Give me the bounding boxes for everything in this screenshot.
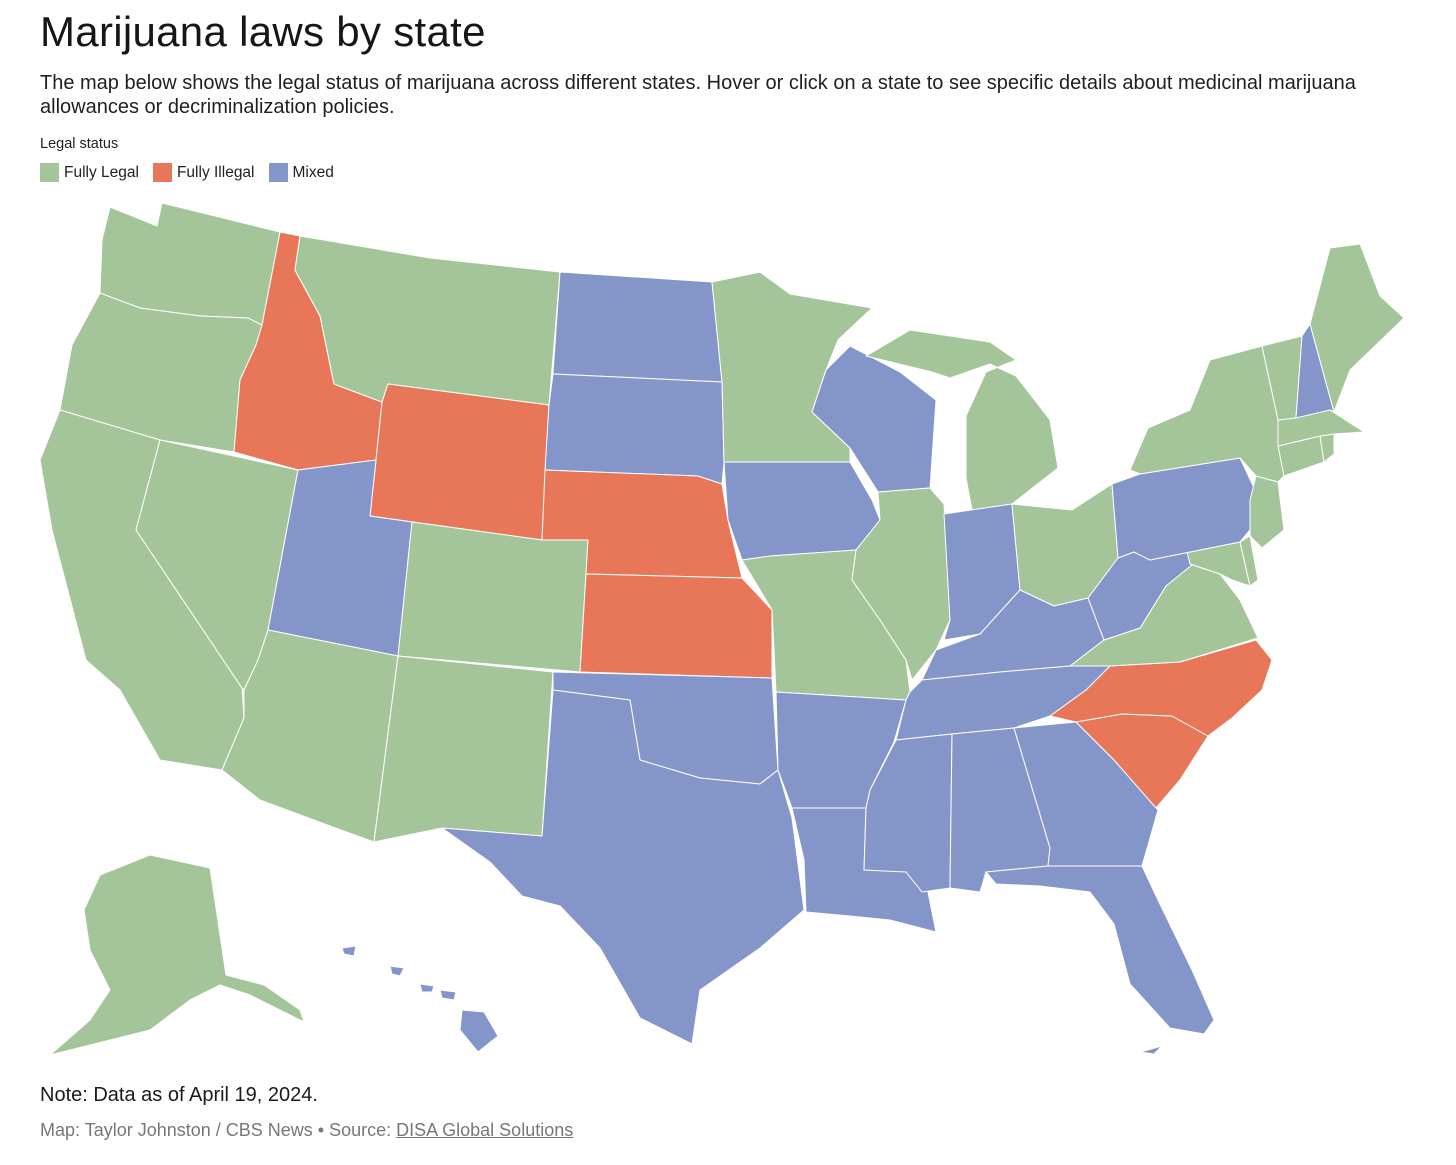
- state-maine[interactable]: [1309, 243, 1405, 413]
- legend-title: Legal status: [40, 136, 119, 152]
- legend-item-mixed[interactable]: Mixed: [268, 163, 334, 182]
- map-credit: Map: Taylor Johnston / CBS News • Source…: [40, 1120, 573, 1141]
- legend-swatch-fully-illegal: [152, 163, 172, 182]
- legend-label-fully-illegal: Fully Illegal: [176, 163, 255, 181]
- state-north-dakota[interactable]: [552, 271, 723, 383]
- state-new-york[interactable]: [1129, 345, 1285, 483]
- state-texas[interactable]: [441, 689, 805, 1045]
- legend-label-mixed: Mixed: [292, 163, 334, 181]
- state-hawaii-islands-central[interactable]: [419, 983, 457, 1001]
- state-kansas[interactable]: [579, 573, 773, 679]
- state-new-mexico[interactable]: [373, 655, 554, 843]
- state-colorado[interactable]: [397, 521, 589, 673]
- state-wyoming[interactable]: [369, 383, 550, 541]
- map-description: The map below shows the legal status of …: [40, 72, 1356, 118]
- us-map: [39, 202, 1405, 1056]
- state-delaware[interactable]: [1239, 535, 1259, 587]
- legend-swatch-fully-legal: [40, 163, 59, 182]
- legend-item-fully-illegal[interactable]: Fully Illegal: [152, 163, 255, 182]
- state-montana[interactable]: [294, 235, 561, 406]
- state-wisconsin[interactable]: [811, 345, 937, 493]
- state-hawaii[interactable]: [459, 1009, 499, 1053]
- state-new-hampshire[interactable]: [1295, 323, 1335, 419]
- state-illinois[interactable]: [851, 487, 951, 681]
- state-florida-keys[interactable]: [1139, 1045, 1163, 1055]
- page-title: Marijuana laws by state: [40, 8, 486, 55]
- state-alaska[interactable]: [49, 854, 305, 1056]
- state-new-jersey[interactable]: [1249, 475, 1285, 549]
- legend-swatch-mixed: [268, 163, 288, 182]
- state-florida[interactable]: [985, 865, 1215, 1035]
- legend-label-fully-legal: Fully Legal: [64, 163, 139, 181]
- state-iowa[interactable]: [723, 461, 881, 561]
- source-link[interactable]: DISA Global Solutions: [396, 1120, 574, 1140]
- legend: Fully Legal Fully Illegal Mixed: [40, 163, 334, 182]
- state-hawaii-islands-west[interactable]: [341, 945, 405, 977]
- credit-text: Map: Taylor Johnston / CBS News • Source…: [40, 1120, 397, 1140]
- legend-item-fully-legal[interactable]: Fully Legal: [40, 163, 139, 182]
- state-south-dakota[interactable]: [544, 373, 725, 485]
- data-note: Note: Data as of April 19, 2024.: [40, 1084, 318, 1106]
